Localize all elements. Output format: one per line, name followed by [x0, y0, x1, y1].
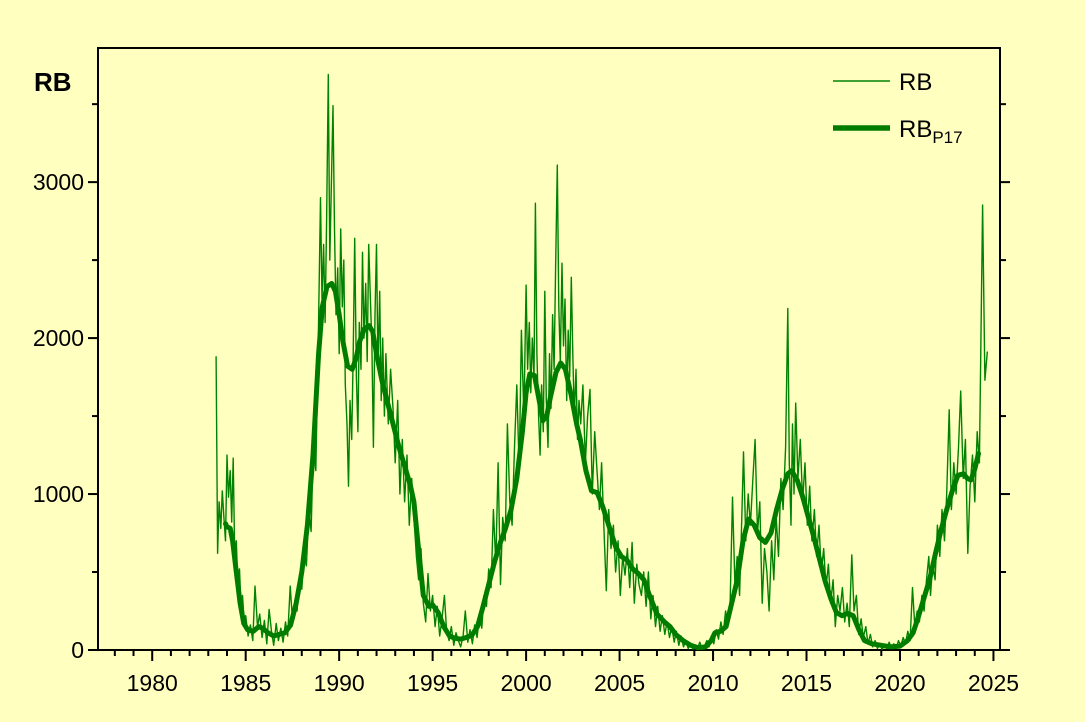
x-tick-label: 2015: [781, 670, 832, 696]
axis-ticks: 1980 1985 1990 1995 2000 2005 2010 2015 2020 2025…: [33, 103, 1019, 696]
y-tick-label: 0: [71, 637, 84, 663]
data-series: [215, 73, 988, 651]
x-tick-label: 1985: [220, 670, 271, 696]
legend-label-rbp17: RB: [899, 116, 932, 143]
x-tick-label: 2005: [594, 670, 645, 696]
legend: RB RBP17: [833, 69, 963, 147]
y-axis-title: RB: [34, 67, 72, 97]
legend-entry-rbp17: RBP17: [899, 116, 963, 147]
plot-area-border: [97, 47, 1001, 651]
y-tick-label: 1000: [33, 481, 84, 507]
legend-entry-rb: RB: [899, 69, 932, 96]
legend-label-rb: RB: [899, 69, 932, 96]
x-tick-label: 2020: [874, 670, 925, 696]
x-tick-label: 2010: [687, 670, 738, 696]
x-tick-label: 1980: [127, 670, 178, 696]
x-tick-label: 2000: [501, 670, 552, 696]
x-tick-label: 2025: [968, 670, 1019, 696]
legend-sublabel-p17: P17: [932, 128, 962, 147]
y-tick-label: 3000: [33, 169, 84, 195]
x-tick-label: 1995: [407, 670, 458, 696]
x-tick-label: 1990: [314, 670, 365, 696]
y-tick-label: 2000: [33, 325, 84, 351]
series-rb_p17: [223, 281, 981, 651]
series-rb: [215, 73, 988, 650]
